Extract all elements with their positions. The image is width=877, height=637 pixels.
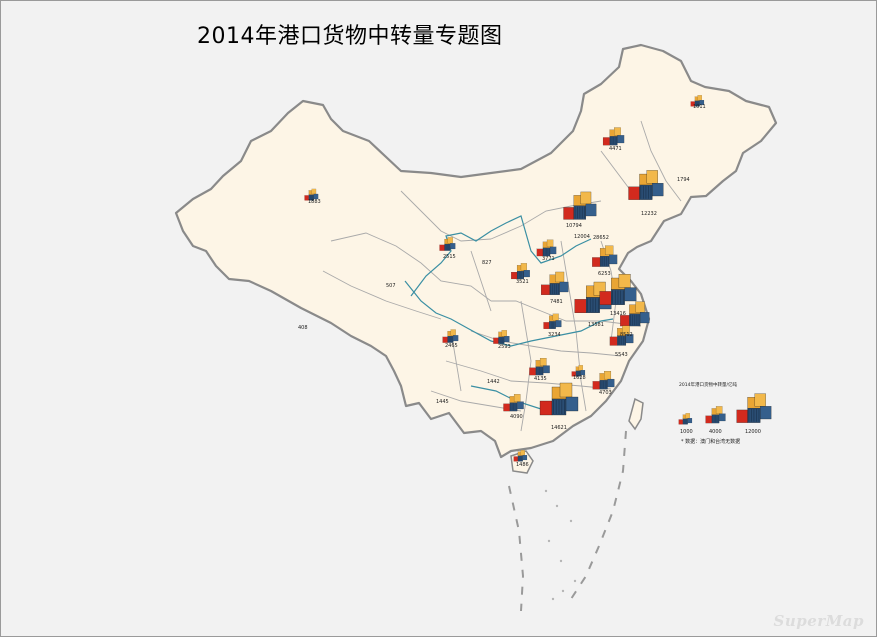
- map-label: 4135: [534, 376, 547, 382]
- port-container-symbol: [503, 394, 524, 412]
- port-container-symbol: [439, 237, 456, 251]
- port-container-symbol: [539, 382, 579, 416]
- legend-item-label: 4000: [709, 429, 722, 435]
- port-container-symbol: [628, 170, 664, 200]
- supermap-watermark: SuperMap: [773, 612, 864, 630]
- map-label: 2465: [445, 343, 458, 349]
- map-label: 2593: [498, 344, 511, 350]
- legend-item-label: 1000: [680, 429, 693, 435]
- legend: 2014年港口货物中转量/亿吨 1000 4000 12000 * 数据：澳门和…: [678, 381, 772, 445]
- port-container-symbol: [513, 450, 528, 462]
- port-container-symbol: [609, 325, 634, 346]
- port-container-symbol: [736, 393, 772, 423]
- port-container-symbol: [511, 263, 530, 280]
- map-label: 2515: [443, 254, 456, 260]
- south-sea-islands: [508, 430, 627, 612]
- port-container-symbol: [493, 330, 510, 344]
- legend-title: 2014年港口货物中转量/亿吨: [679, 381, 737, 388]
- map-label: 13581: [588, 322, 604, 328]
- port-symbols: [304, 95, 705, 462]
- legend-symbols: [678, 393, 772, 425]
- port-container-symbol: [602, 127, 625, 146]
- map-label: 12232: [641, 211, 657, 217]
- map-label: 10794: [566, 223, 582, 229]
- map-label: 1486: [516, 462, 529, 468]
- map-label: 3521: [516, 279, 529, 285]
- china-landmass: [174, 43, 778, 459]
- port-container-symbol: [571, 365, 586, 377]
- port-container-symbol: [592, 371, 615, 390]
- island-dots: [544, 489, 577, 601]
- map-label: 1628: [573, 375, 586, 381]
- map-label: 827: [482, 260, 492, 266]
- map-label: 3771: [542, 256, 555, 262]
- map-label: 14621: [551, 425, 567, 431]
- map-label: 507: [386, 283, 396, 289]
- port-container-symbol: [563, 191, 597, 220]
- port-container-symbol: [442, 329, 459, 343]
- map-label: 12004: [574, 234, 590, 240]
- map-label: 1011: [693, 104, 706, 110]
- port-container-symbol: [304, 188, 319, 201]
- port-container-symbol: [592, 245, 618, 267]
- port-container-symbol: [678, 413, 693, 425]
- yellow-river: [410, 215, 592, 297]
- legend-item-label: 12000: [745, 429, 761, 435]
- port-container-symbol: [543, 313, 562, 329]
- province-borders: [322, 120, 682, 432]
- taiwan-island: [628, 397, 644, 431]
- map-label: 1442: [487, 379, 500, 385]
- port-container-symbol: [705, 406, 726, 424]
- map-label: 5543: [615, 352, 628, 358]
- value-labels: 1011 4471 1794 1883 10794 12004 12232 28…: [298, 104, 706, 468]
- map-label: 13416: [610, 311, 626, 317]
- map-label: 1883: [308, 199, 321, 205]
- map-label: 1794: [677, 177, 690, 183]
- map-label: 7481: [550, 299, 563, 305]
- map-label: 1445: [436, 399, 449, 405]
- map-label: 4471: [609, 146, 622, 152]
- port-container-symbol: [541, 271, 569, 295]
- map-label: 28652: [593, 235, 609, 241]
- port-container-symbol: [690, 95, 705, 107]
- map-label: 4090: [510, 414, 523, 420]
- port-container-symbol: [599, 274, 637, 305]
- map-title: 2014年港口货物中转量专题图: [197, 24, 503, 49]
- map-label: 8512: [620, 332, 633, 338]
- port-container-symbol: [620, 301, 650, 327]
- port-container-symbol: [536, 239, 557, 257]
- map-label: 408: [298, 325, 308, 331]
- map-label: 6253: [598, 271, 611, 277]
- port-container-symbol: [529, 358, 550, 376]
- legend-note: * 数据：澳门和台湾无数据: [681, 438, 740, 445]
- map-label: 3234: [548, 332, 561, 338]
- map-label: 4703: [599, 390, 612, 396]
